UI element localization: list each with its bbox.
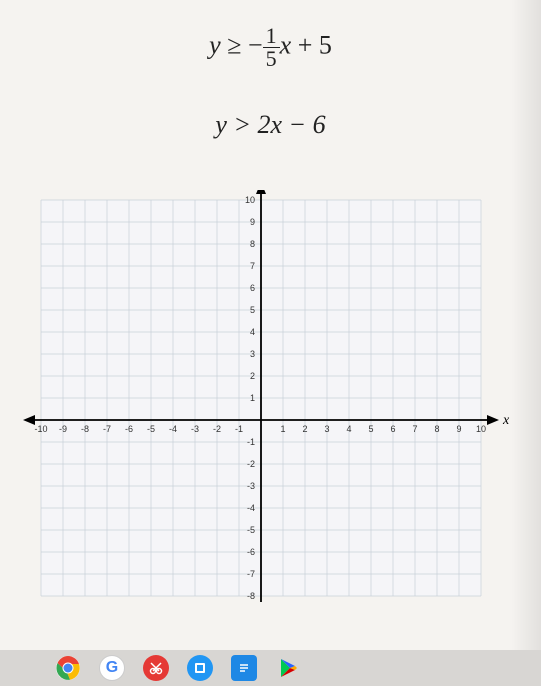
svg-text:-8: -8 [246,591,254,601]
google-g-icon[interactable]: G [99,655,125,681]
svg-text:-7: -7 [246,569,254,579]
google-g-letter: G [106,659,118,677]
svg-text:3: 3 [249,349,254,359]
eq1-denominator: 5 [263,48,280,70]
svg-text:-6: -6 [246,547,254,557]
svg-text:7: 7 [412,424,417,434]
eq1-neg: − [248,30,263,59]
eq1-fraction: 15 [263,25,280,70]
chrome-icon[interactable] [55,655,81,681]
svg-text:8: 8 [434,424,439,434]
svg-text:-9: -9 [58,424,66,434]
svg-text:-4: -4 [168,424,176,434]
svg-text:10: 10 [475,424,485,434]
app-blue-icon[interactable] [187,655,213,681]
svg-text:10: 10 [244,195,254,205]
svg-text:x: x [502,413,510,428]
svg-text:4: 4 [346,424,351,434]
svg-text:2: 2 [249,371,254,381]
svg-text:3: 3 [324,424,329,434]
eq1-numerator: 1 [263,25,280,48]
svg-text:-2: -2 [246,459,254,469]
svg-text:-2: -2 [212,424,220,434]
page-shadow [511,0,541,650]
svg-text:1: 1 [280,424,285,434]
eq1-lhs: y [209,30,221,59]
svg-text:5: 5 [368,424,373,434]
eq1-var: x [280,30,292,59]
equation-1: y ≥ −15x + 5 [209,25,332,70]
coordinate-grid: -10 -9 -8 -7 -6 -5 -4 -3 -2 -1 1 2 3 4 5 6 7 8 9 10 -8 -7 -6 -5… [21,190,521,620]
svg-text:9: 9 [456,424,461,434]
svg-text:-7: -7 [102,424,110,434]
svg-text:-8: -8 [80,424,88,434]
taskbar: G [0,650,541,686]
svg-text:-1: -1 [234,424,242,434]
svg-text:8: 8 [249,239,254,249]
play-store-icon[interactable] [275,655,301,681]
svg-text:2: 2 [302,424,307,434]
equation-2: y > 2x − 6 [215,110,325,140]
svg-text:9: 9 [249,217,254,227]
svg-text:-10: -10 [34,424,47,434]
equations-block: y ≥ −15x + 5 y > 2x − 6 [0,0,541,170]
snip-icon[interactable] [143,655,169,681]
page-surface: y ≥ −15x + 5 y > 2x − 6 -10-9-8-7-6-5-4-… [0,0,541,650]
svg-text:5: 5 [249,305,254,315]
grid-svg: -10 -9 -8 -7 -6 -5 -4 -3 -2 -1 1 2 3 4 5 6 7 8 9 10 -8 -7 -6 -5… [21,190,521,620]
svg-text:-5: -5 [246,525,254,535]
svg-text:6: 6 [249,283,254,293]
svg-text:6: 6 [390,424,395,434]
svg-text:-1: -1 [246,437,254,447]
svg-text:-5: -5 [146,424,154,434]
svg-text:7: 7 [249,261,254,271]
svg-text:-3: -3 [190,424,198,434]
svg-text:-4: -4 [246,503,254,513]
svg-text:-3: -3 [246,481,254,491]
notes-icon[interactable] [231,655,257,681]
svg-text:1: 1 [249,393,254,403]
svg-text:4: 4 [249,327,254,337]
svg-text:-6: -6 [124,424,132,434]
eq1-op: ≥ [227,30,241,59]
eq1-plus: + 5 [298,30,332,59]
